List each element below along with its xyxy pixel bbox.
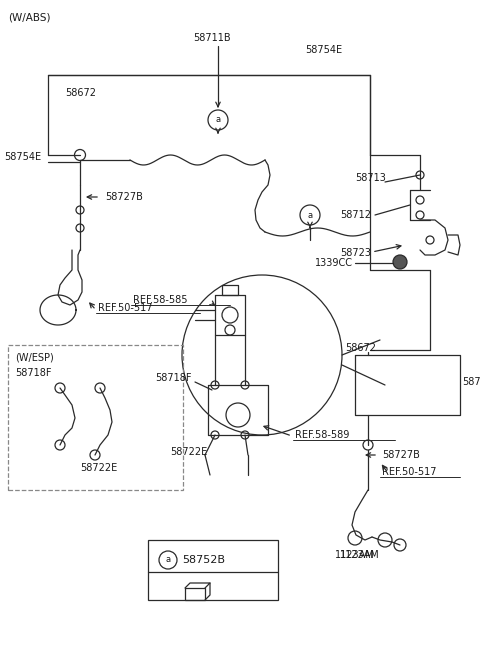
Text: 58727B: 58727B bbox=[105, 192, 143, 202]
Text: 58672: 58672 bbox=[65, 88, 96, 98]
Text: a: a bbox=[216, 115, 221, 124]
Text: 58752B: 58752B bbox=[182, 555, 225, 565]
Text: REF.58-589: REF.58-589 bbox=[295, 430, 349, 440]
Text: (W/ESP): (W/ESP) bbox=[15, 353, 54, 363]
Text: 58754E: 58754E bbox=[305, 45, 342, 55]
Text: 58754E: 58754E bbox=[4, 152, 41, 162]
Bar bbox=[148, 540, 278, 600]
Text: 58712: 58712 bbox=[340, 210, 371, 220]
Text: a: a bbox=[166, 555, 170, 565]
Text: REF.58-585: REF.58-585 bbox=[133, 295, 188, 305]
Text: a: a bbox=[307, 210, 312, 219]
Text: 58727B: 58727B bbox=[382, 450, 420, 460]
Text: (W/ABS): (W/ABS) bbox=[8, 13, 50, 23]
Circle shape bbox=[393, 255, 407, 269]
Text: 58715G: 58715G bbox=[462, 377, 480, 387]
Text: 58711B: 58711B bbox=[193, 33, 230, 43]
Text: 1123AM: 1123AM bbox=[335, 550, 375, 560]
Text: REF.50-517: REF.50-517 bbox=[98, 303, 153, 313]
Text: 58723: 58723 bbox=[340, 248, 371, 258]
Text: 58672: 58672 bbox=[345, 343, 376, 353]
Text: 1123AM: 1123AM bbox=[340, 550, 380, 560]
Text: 58722E: 58722E bbox=[170, 447, 207, 457]
Text: 58722E: 58722E bbox=[80, 463, 117, 473]
Text: 58718F: 58718F bbox=[155, 373, 192, 383]
Text: 58718F: 58718F bbox=[15, 368, 51, 378]
Text: 58713: 58713 bbox=[355, 173, 386, 183]
Text: 1339CC: 1339CC bbox=[315, 258, 353, 268]
Text: REF.50-517: REF.50-517 bbox=[382, 467, 436, 477]
